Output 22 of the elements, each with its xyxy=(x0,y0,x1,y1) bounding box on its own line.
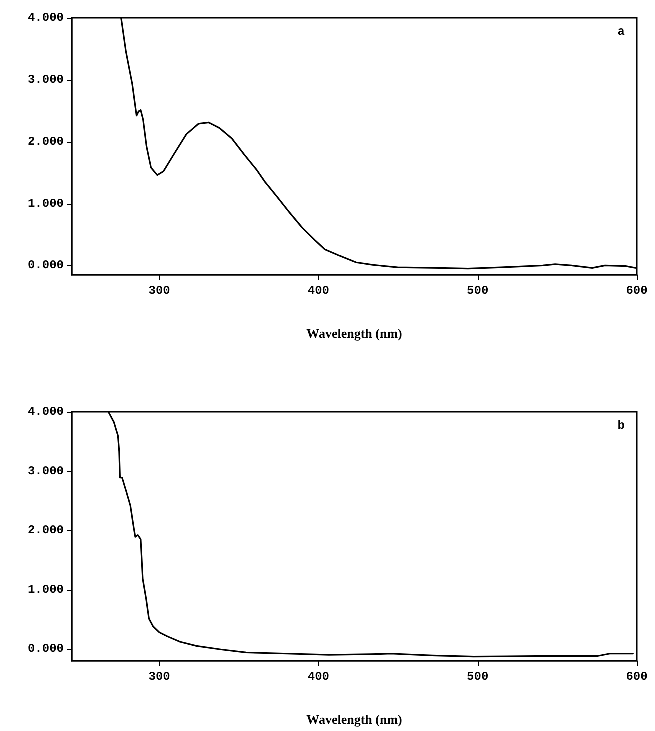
y-tick-label: 4.000 xyxy=(28,405,64,419)
x-tick-label: 500 xyxy=(467,284,489,298)
x-tick-label: 600 xyxy=(626,284,648,298)
y-tick-label: 0.000 xyxy=(28,258,64,273)
x-tick-label: 600 xyxy=(626,670,648,684)
x-axis-title: Wavelength (nm) xyxy=(306,326,402,341)
annotation: a xyxy=(618,25,625,39)
x-axis-title: Wavelength (nm) xyxy=(306,712,402,727)
annotation: b xyxy=(618,419,625,433)
x-tick-label: 400 xyxy=(308,670,330,684)
x-tick-label: 500 xyxy=(467,670,489,684)
y-tick-label: 1.000 xyxy=(28,582,64,597)
y-tick-label: 1.000 xyxy=(28,196,64,211)
y-tick-label: 3.000 xyxy=(28,464,64,478)
y-tick-label: 2.000 xyxy=(28,134,64,149)
y-tick-label: 4.000 xyxy=(28,11,64,25)
x-tick-label: 300 xyxy=(148,284,170,298)
x-tick-label: 400 xyxy=(308,284,330,298)
y-tick-label: 3.000 xyxy=(28,72,64,87)
x-tick-label: 300 xyxy=(148,670,170,684)
y-tick-label: 2.000 xyxy=(28,524,64,538)
y-tick-label: 0.000 xyxy=(28,642,64,656)
